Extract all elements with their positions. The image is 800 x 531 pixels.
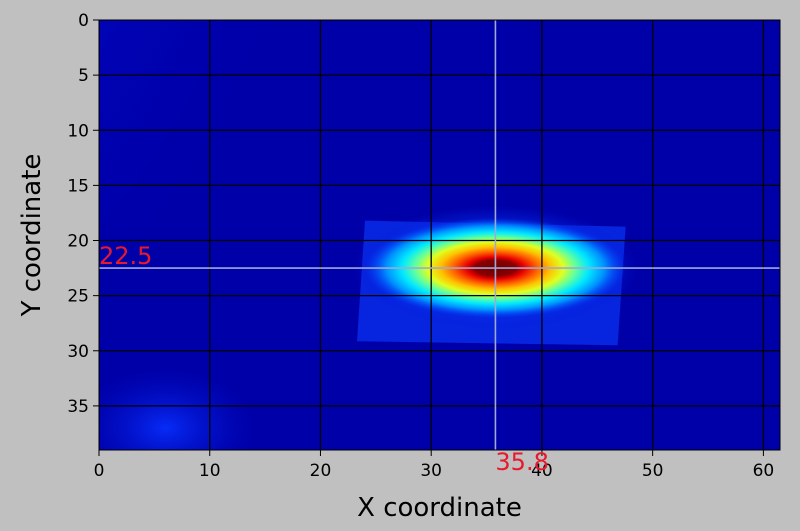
x-tick-label: 60 bbox=[753, 461, 775, 481]
y-tick-label: 35 bbox=[67, 397, 89, 417]
plot-area bbox=[99, 20, 780, 450]
crosshair-y-annotation: 22.5 bbox=[99, 242, 152, 270]
crosshair-x-annotation: 35.8 bbox=[495, 448, 548, 476]
x-axis-label: X coordinate bbox=[357, 493, 522, 523]
y-tick-label: 15 bbox=[67, 176, 89, 196]
y-axis-ticks: 0 5 10 15 20 25 30 35 bbox=[67, 11, 99, 417]
plot-frame bbox=[98, 19, 781, 451]
x-axis-ticks: 0 10 20 30 40 50 60 bbox=[94, 450, 775, 481]
heatmap-glow-left-bottom bbox=[99, 367, 256, 450]
y-tick-label: 20 bbox=[67, 232, 89, 252]
x-tick-label: 40 bbox=[531, 461, 553, 481]
y-tick-label: 25 bbox=[67, 287, 89, 307]
y-axis-label: Y coordinate bbox=[17, 154, 47, 318]
y-gridlines bbox=[99, 20, 780, 407]
x-tick-label: 50 bbox=[642, 461, 664, 481]
x-tick-label: 30 bbox=[420, 461, 442, 481]
x-tick-label: 20 bbox=[310, 461, 332, 481]
x-gridlines bbox=[99, 20, 765, 450]
y-tick-label: 0 bbox=[78, 11, 89, 31]
x-tick-label: 0 bbox=[94, 461, 105, 481]
heatmap-glow-left bbox=[99, 20, 359, 440]
y-tick-label: 10 bbox=[67, 121, 89, 141]
y-tick-label: 5 bbox=[78, 66, 89, 86]
x-tick-label: 10 bbox=[199, 461, 221, 481]
y-tick-label: 30 bbox=[67, 342, 89, 362]
